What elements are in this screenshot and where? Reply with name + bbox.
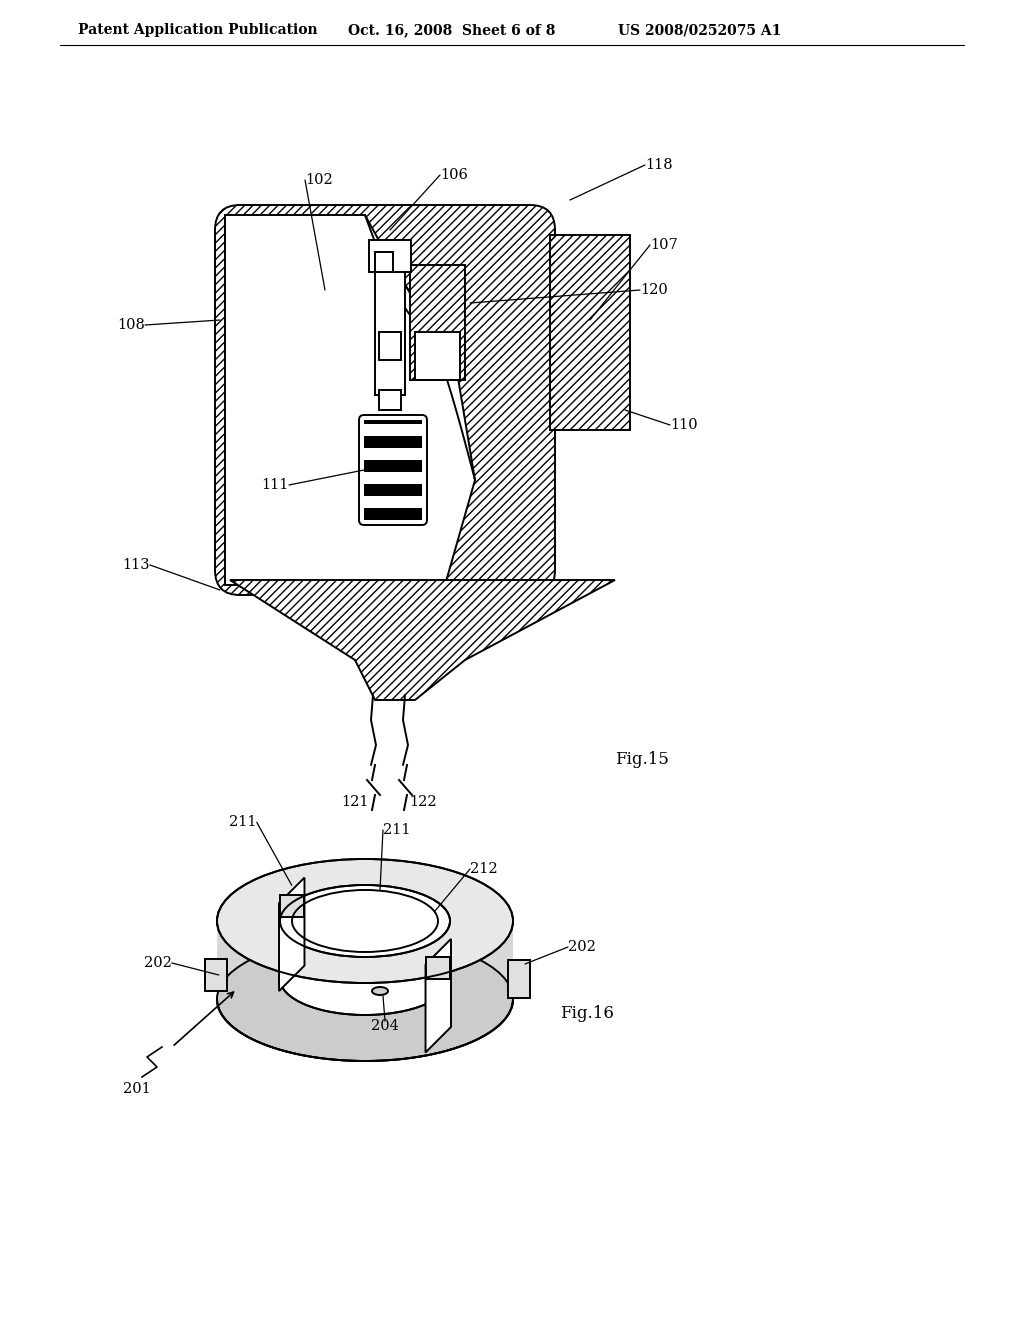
Text: 202: 202 xyxy=(144,956,172,970)
FancyBboxPatch shape xyxy=(215,205,555,595)
Polygon shape xyxy=(225,215,475,585)
Polygon shape xyxy=(217,921,513,1061)
FancyBboxPatch shape xyxy=(359,414,427,525)
Text: 120: 120 xyxy=(640,282,668,297)
Text: 122: 122 xyxy=(410,795,437,809)
Polygon shape xyxy=(230,579,615,700)
Bar xyxy=(375,252,393,272)
Text: 201: 201 xyxy=(123,1082,151,1096)
Text: 211: 211 xyxy=(229,816,257,829)
Text: 211: 211 xyxy=(383,822,411,837)
Text: 102: 102 xyxy=(305,173,333,187)
Text: 107: 107 xyxy=(650,238,678,252)
Text: 202: 202 xyxy=(568,940,596,954)
Bar xyxy=(410,265,465,380)
Bar xyxy=(364,459,422,473)
Ellipse shape xyxy=(280,942,450,1015)
Text: US 2008/0252075 A1: US 2008/0252075 A1 xyxy=(618,22,781,37)
Bar xyxy=(550,235,630,430)
Ellipse shape xyxy=(280,884,450,957)
Bar xyxy=(364,420,422,424)
Text: Fig.15: Fig.15 xyxy=(615,751,669,768)
Polygon shape xyxy=(280,921,450,1015)
Bar xyxy=(410,265,465,380)
Bar xyxy=(379,333,401,360)
Bar xyxy=(280,895,304,917)
Text: 204: 204 xyxy=(371,1019,399,1034)
Text: Patent Application Publication: Patent Application Publication xyxy=(78,22,317,37)
Bar xyxy=(508,960,530,998)
Polygon shape xyxy=(426,939,451,1052)
Bar xyxy=(379,389,401,411)
Ellipse shape xyxy=(217,859,513,983)
Bar xyxy=(415,333,460,380)
Ellipse shape xyxy=(217,937,513,1061)
Bar xyxy=(205,960,227,991)
Text: 110: 110 xyxy=(670,418,697,432)
Bar xyxy=(364,508,422,520)
Text: Fig.16: Fig.16 xyxy=(560,1006,613,1023)
Bar xyxy=(550,235,630,430)
Text: 212: 212 xyxy=(470,862,498,876)
Text: 118: 118 xyxy=(645,158,673,172)
Bar xyxy=(369,240,411,272)
Text: 111: 111 xyxy=(261,478,289,492)
Text: 113: 113 xyxy=(123,558,150,572)
Text: 121: 121 xyxy=(341,795,369,809)
Text: 108: 108 xyxy=(117,318,145,333)
Bar xyxy=(375,240,406,395)
Text: 106: 106 xyxy=(440,168,468,182)
Polygon shape xyxy=(279,878,304,991)
Text: Oct. 16, 2008  Sheet 6 of 8: Oct. 16, 2008 Sheet 6 of 8 xyxy=(348,22,555,37)
Bar xyxy=(364,436,422,447)
Bar xyxy=(364,484,422,496)
Bar xyxy=(426,957,451,978)
Ellipse shape xyxy=(372,987,388,995)
